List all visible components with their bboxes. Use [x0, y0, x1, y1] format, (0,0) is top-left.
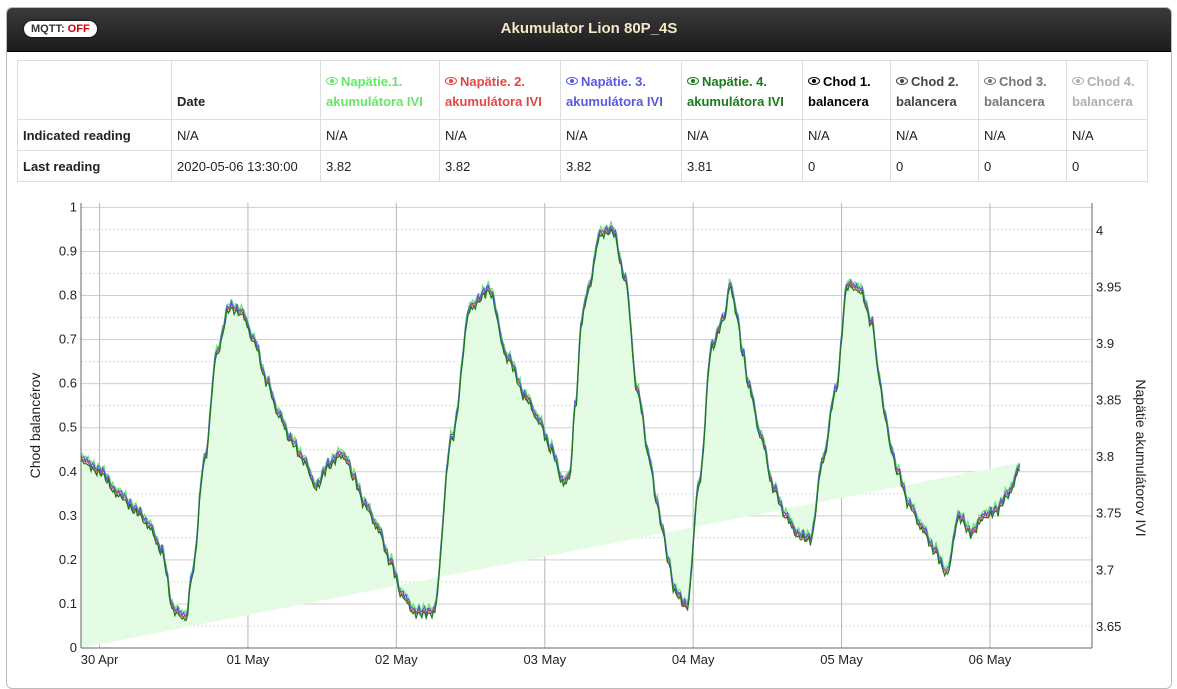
- right-tick-label: 3.9: [1096, 336, 1114, 351]
- left-tick-label: 1: [70, 199, 77, 214]
- row-label: Last reading: [17, 150, 172, 182]
- left-tick-label: 0: [70, 640, 77, 655]
- series-header-3[interactable]: Napätie. 3. akumulátora IVI: [560, 60, 682, 120]
- left-tick-label: 0.7: [59, 332, 77, 347]
- series-header-line1: Chod 4.: [1087, 74, 1135, 89]
- series-header-line1: Chod 1.: [823, 74, 871, 89]
- series-header-line1: Chod 2.: [911, 74, 959, 89]
- eye-icon[interactable]: [326, 77, 338, 85]
- series-header-6[interactable]: Chod 2. balancera: [890, 60, 979, 120]
- value-cell: N/A: [681, 119, 803, 151]
- mqtt-state: OFF: [67, 23, 90, 35]
- series-header-line1: Chod 3.: [999, 74, 1047, 89]
- x-tick-label: 30 Apr: [81, 652, 119, 667]
- row-label: Indicated reading: [17, 119, 172, 151]
- series-line-4: [80, 227, 1021, 622]
- series-header-7[interactable]: Chod 3. balancera: [978, 60, 1067, 120]
- eye-icon[interactable]: [984, 77, 996, 85]
- series-header-line1: Napätie. 2.: [460, 74, 526, 89]
- series-area-fill: [81, 222, 1020, 649]
- series-header-line2: akumulátora IVI: [566, 94, 663, 109]
- left-tick-label: 0.9: [59, 243, 77, 258]
- x-tick-label: 02 May: [375, 652, 418, 667]
- table-row: Indicated reading N/A N/A N/A N/A N/A N/…: [17, 119, 1148, 151]
- series-header-line2: balancera: [1072, 94, 1133, 109]
- eye-icon[interactable]: [896, 77, 908, 85]
- panel-header: MQTT: OFF Akumulator Lion 80P_4S: [7, 8, 1171, 52]
- left-tick-label: 0.5: [59, 420, 77, 435]
- value-cell: N/A: [1066, 119, 1148, 151]
- left-tick-label: 0.6: [59, 376, 77, 391]
- left-tick-label: 0.1: [59, 596, 77, 611]
- right-tick-label: 3.8: [1096, 449, 1114, 464]
- value-cell: N/A: [560, 119, 682, 151]
- voltage-chart: 0 0.1 0.2 0.3 0.4 0.5 0.6 0.7 0.8 0.9 1 30 Apr 01 Ma…: [27, 199, 1149, 667]
- right-tick-label: 3.75: [1096, 506, 1121, 521]
- series-header-5[interactable]: Chod 1. balancera: [802, 60, 891, 120]
- x-tick-label: 06 May: [969, 652, 1012, 667]
- left-tick-label: 0.2: [59, 552, 77, 567]
- series-header-line2: akumulátora IVI: [687, 94, 784, 109]
- series-header-line2: akumulátora IVI: [445, 94, 542, 109]
- left-tick-label: 0.3: [59, 508, 77, 523]
- table-row: Last reading 2020-05-06 13:30:00 3.82 3.…: [17, 150, 1148, 182]
- eye-icon[interactable]: [808, 77, 820, 85]
- eye-icon[interactable]: [566, 77, 578, 85]
- series-header-1[interactable]: Napätie.1. akumulátora IVI: [320, 60, 440, 120]
- readings-table: Date Napätie.1. akumulátora IVI Napätie. …: [17, 60, 1148, 182]
- right-tick-label: 3.95: [1096, 279, 1121, 294]
- date-cell: 2020-05-06 13:30:00: [171, 150, 321, 182]
- left-axis-title: Chod balancérov: [27, 373, 43, 479]
- series-header-line1: Napätie. 4.: [702, 74, 768, 89]
- value-cell: 0: [1066, 150, 1148, 182]
- value-cell: 3.82: [320, 150, 440, 182]
- page-title: Akumulator Lion 80P_4S: [500, 20, 678, 37]
- right-tick-label: 3.7: [1096, 562, 1114, 577]
- value-cell: N/A: [802, 119, 891, 151]
- series-header-line2: akumulátora IVI: [326, 94, 423, 109]
- eye-icon[interactable]: [1072, 77, 1084, 85]
- eye-icon[interactable]: [445, 77, 457, 85]
- series-header-8[interactable]: Chod 4. balancera: [1066, 60, 1148, 120]
- right-tick-label: 3.85: [1096, 393, 1121, 408]
- right-tick-label: 3.65: [1096, 619, 1121, 634]
- series-header-line2: balancera: [808, 94, 869, 109]
- left-tick-label: 0.8: [59, 288, 77, 303]
- x-tick-label: 04 May: [672, 652, 715, 667]
- mqtt-label: MQTT:: [31, 23, 65, 35]
- left-tick-label: 0.4: [59, 464, 77, 479]
- value-cell: N/A: [439, 119, 561, 151]
- series-header-line1: Napätie.1.: [341, 74, 403, 89]
- eye-icon[interactable]: [687, 77, 699, 85]
- x-tick-label: 01 May: [227, 652, 270, 667]
- series-line-3: [80, 225, 1021, 618]
- right-axis-title: Napätie akumulátorov IVI: [1133, 379, 1149, 536]
- table-header-row: Date Napätie.1. akumulátora IVI Napätie. …: [17, 60, 1148, 120]
- value-cell: 3.82: [560, 150, 682, 182]
- right-tick-label: 4: [1096, 223, 1103, 238]
- series-header-4[interactable]: Napätie. 4. akumulátora IVI: [681, 60, 803, 120]
- x-tick-label: 05 May: [820, 652, 863, 667]
- corner-cell: [17, 60, 172, 120]
- series-header-line2: balancera: [984, 94, 1045, 109]
- mqtt-status-toggle[interactable]: MQTT: OFF: [24, 21, 97, 37]
- series-header-line2: balancera: [896, 94, 957, 109]
- date-header: Date: [171, 60, 321, 120]
- series-header-2[interactable]: Napätie. 2. akumulátora IVI: [439, 60, 561, 120]
- series-header-line1: Napätie. 3.: [581, 74, 647, 89]
- value-cell: 0: [978, 150, 1067, 182]
- value-cell: 0: [890, 150, 979, 182]
- x-tick-label: 03 May: [523, 652, 566, 667]
